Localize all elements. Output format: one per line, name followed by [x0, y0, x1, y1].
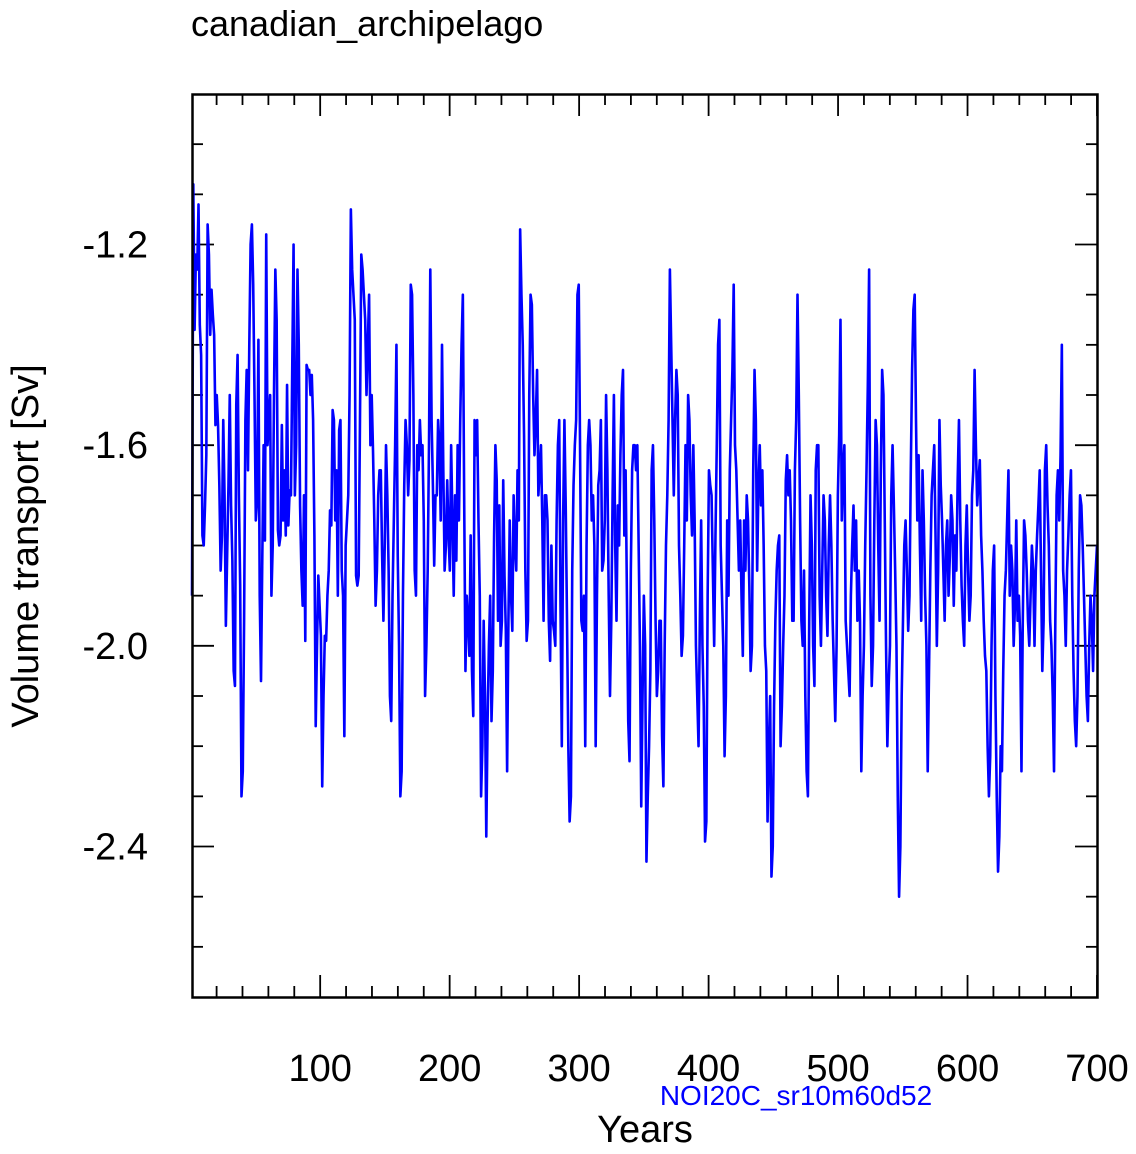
y-tick-label: -1.6 [83, 425, 148, 467]
x-tick-label: 100 [288, 1048, 351, 1090]
y-tick-labels: -1.2 -1.6 -2.0 -2.4 [83, 225, 148, 869]
x-tick-label: 200 [418, 1048, 481, 1090]
x-tick-label: 700 [1065, 1048, 1128, 1090]
x-tick-label: 500 [806, 1048, 869, 1090]
plot-frame [191, 93, 1099, 999]
x-tick-labels: 100 200 300 400 500 600 700 [288, 1048, 1128, 1090]
y-tick-label: -2.4 [83, 827, 148, 869]
y-tick-label: -2.0 [83, 626, 148, 668]
x-axis-label: Years [597, 1109, 693, 1149]
x-tick-label: 300 [547, 1048, 610, 1090]
x-tick-label: 600 [936, 1048, 999, 1090]
chart-title: canadian_archipelago [191, 3, 543, 44]
y-tick-label: -1.2 [83, 225, 148, 267]
x-tick-label: 400 [677, 1048, 740, 1090]
y-axis-label: Volume transport [Sv] [5, 364, 47, 727]
series-line [190, 183, 1099, 898]
run-annotation: NOI20C_sr10m60d52 [660, 1080, 932, 1111]
